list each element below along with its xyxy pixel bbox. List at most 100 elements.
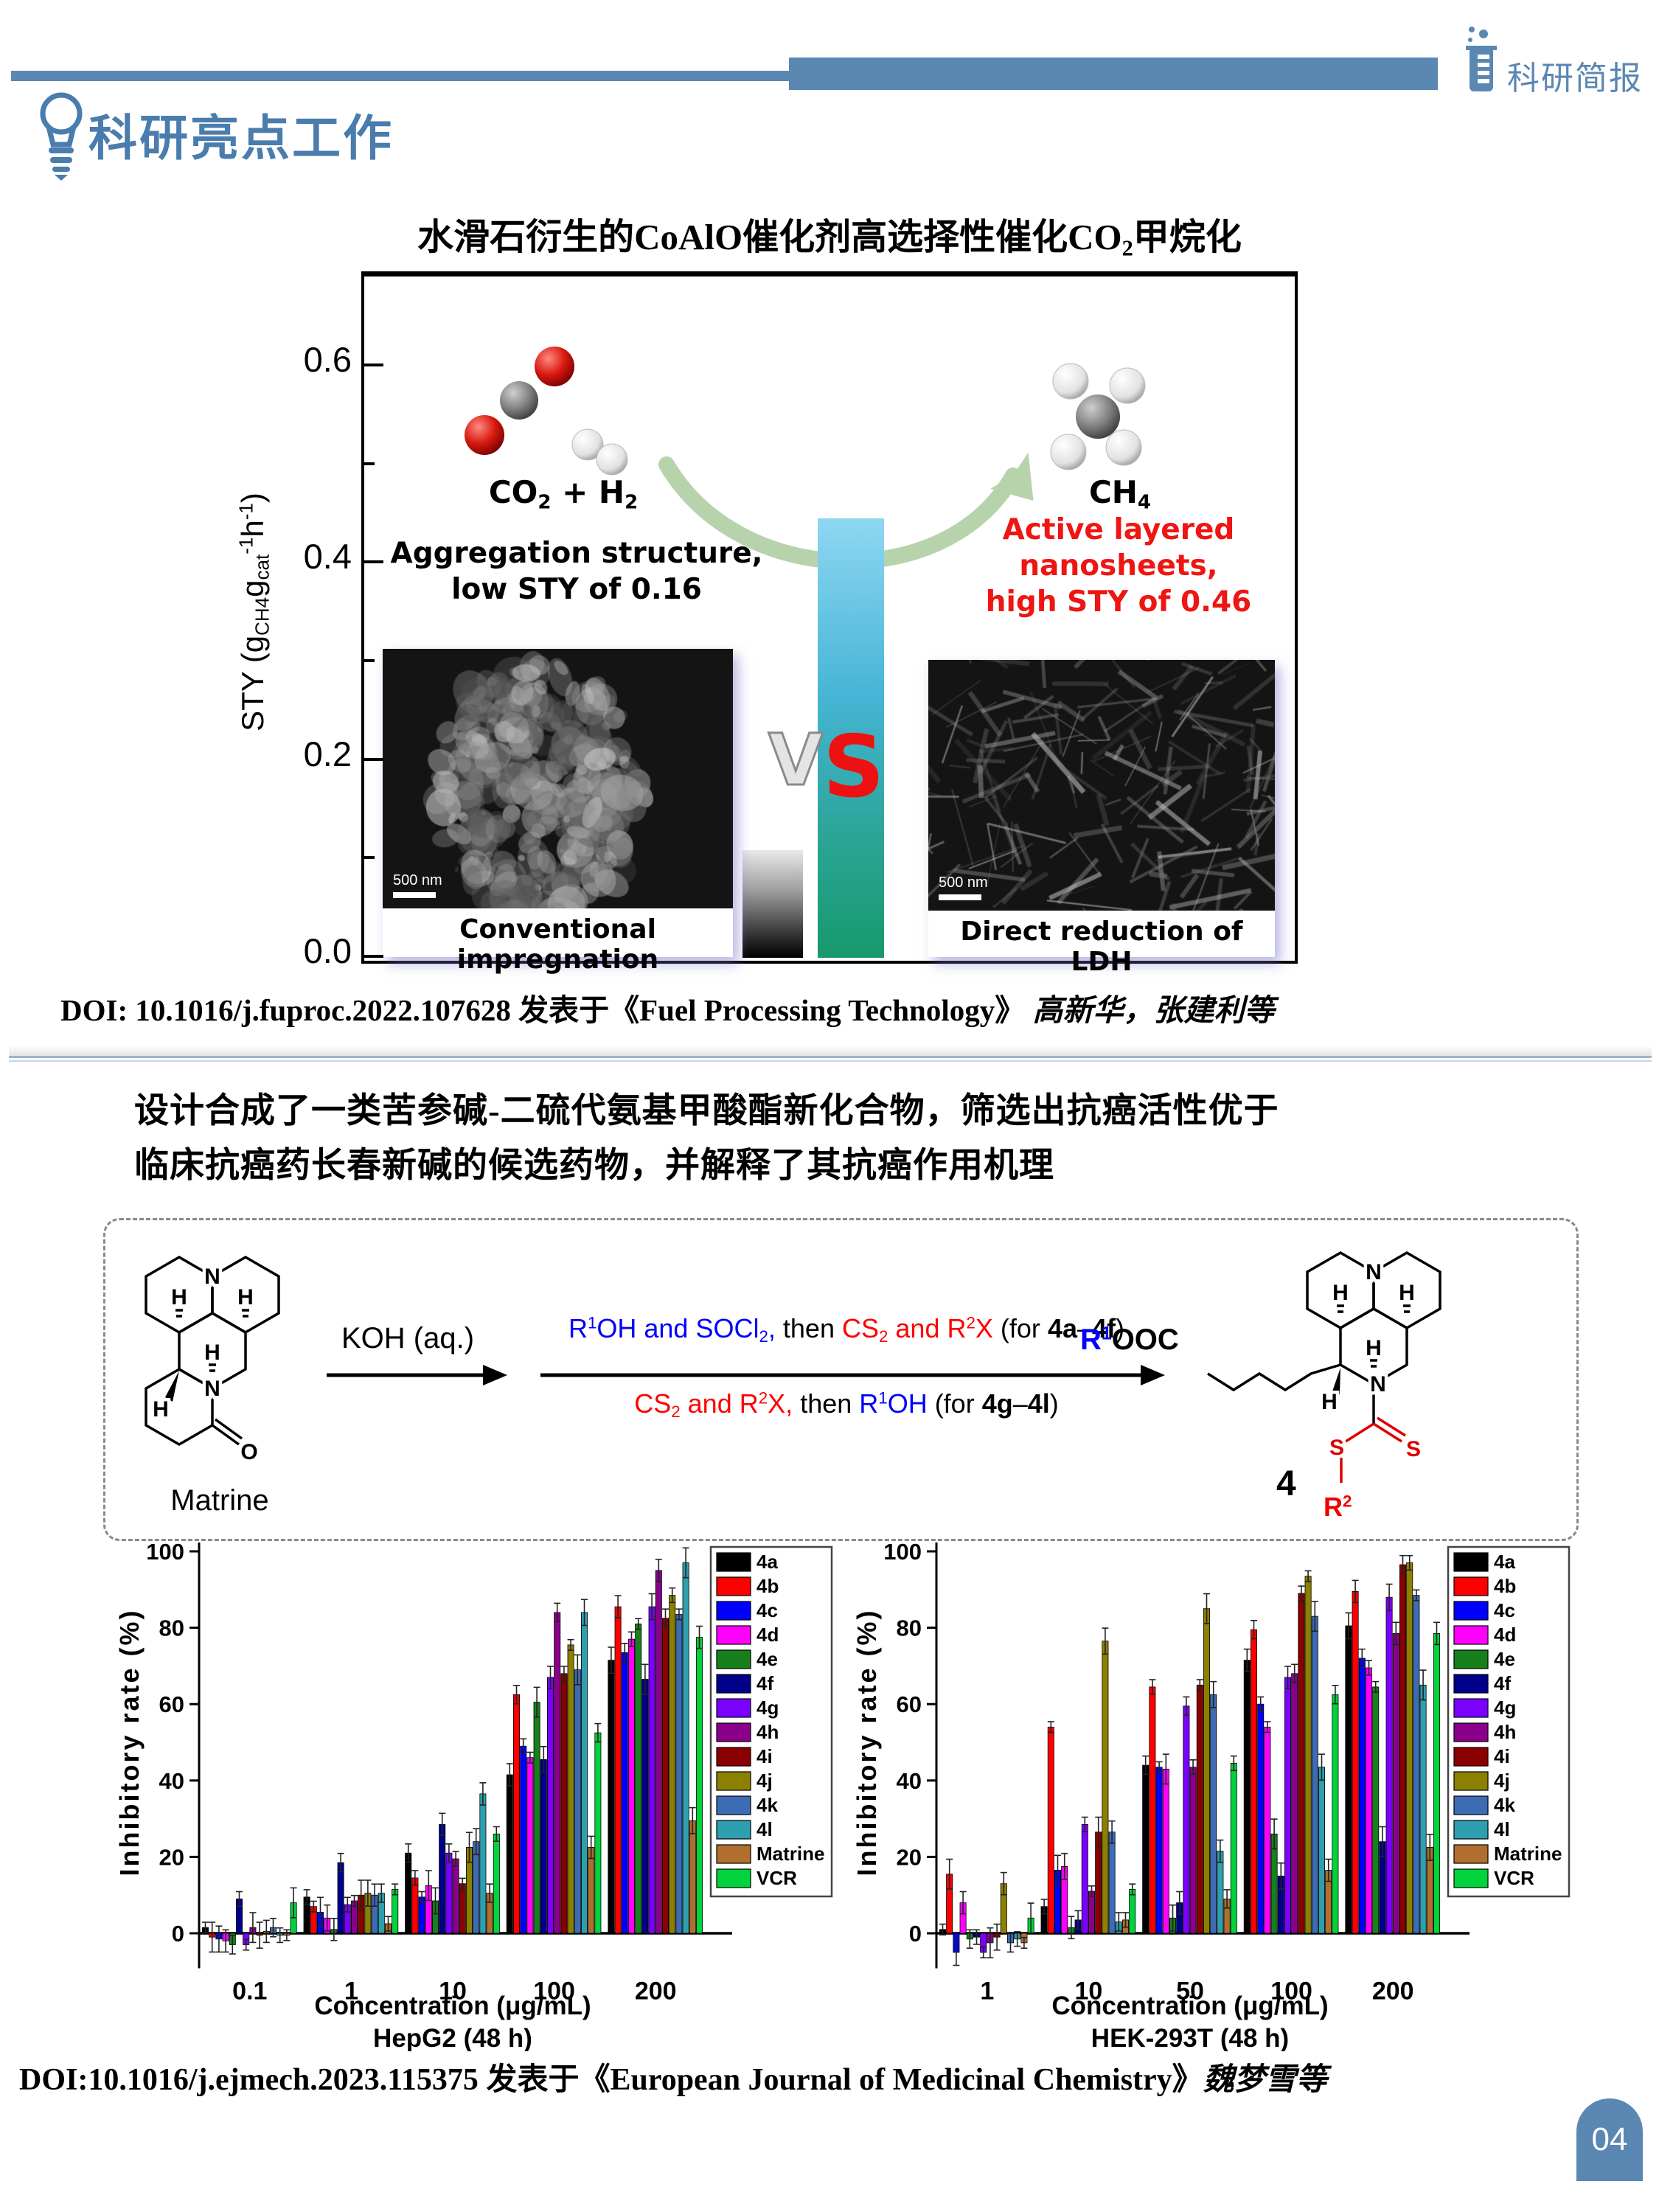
bar-chart: 0 20 40 60 80 100 Inhibitory rate (%) 0.1 1 10 100… — [114, 1539, 833, 2053]
figure1-ytick — [364, 462, 375, 465]
doi-2: DOI:10.1016/j.ejmech.2023.115375 — [19, 2063, 479, 2097]
scalebar-right: 500 nm — [939, 874, 988, 900]
svg-text:4e: 4e — [757, 1648, 778, 1670]
authors-1: 高新华，张建利等 — [1032, 993, 1275, 1027]
product-label: CH4 — [1088, 474, 1152, 514]
caption-conventional: Conventional impregnation — [456, 914, 659, 975]
svg-text:1: 1 — [980, 1977, 994, 2005]
scalebar-left-label: 500 nm — [393, 872, 442, 888]
figure1-plot: CO2 + H2 CH4 Aggregation structure, low S… — [361, 271, 1298, 977]
summary-line-2: 临床抗癌药长春新碱的候选药物，并解释了其抗癌作用机理 — [134, 1147, 1054, 1185]
atom-s2: S — [1329, 1436, 1344, 1460]
sem-image-ldh — [928, 660, 1275, 911]
inhibition-chart-hek293t: 0 20 40 60 80 100 Inhibitory rate (%) 1 10 50 100 2… — [846, 1535, 1573, 2053]
svg-text:80: 80 — [159, 1615, 184, 1641]
svg-text:20: 20 — [897, 1844, 922, 1870]
condition-line-2: CS2 and R2X, then R1OH (for 4g–4l) — [634, 1388, 1059, 1422]
svg-text:4h: 4h — [757, 1721, 779, 1743]
section2-summary: 设计合成了一类苦参碱-二硫代氨基甲酸酯新化合物，筛选出抗癌活性优于 临床抗癌药长… — [134, 1084, 1609, 1193]
svg-text:80: 80 — [897, 1615, 922, 1641]
atom-s1: S — [1406, 1437, 1421, 1461]
figure1-ytick — [364, 659, 375, 663]
doi-line-1: DOI: 10.1016/j.fuproc.2022.107628 发表于《Fu… — [60, 985, 1275, 1029]
figure1-ytick — [364, 364, 383, 367]
svg-text:4c: 4c — [757, 1599, 778, 1621]
svg-text:4g: 4g — [1494, 1697, 1516, 1719]
section-divider — [9, 1046, 1652, 1062]
sem-image-conventional — [383, 649, 733, 908]
header-rule-thick — [789, 58, 1438, 90]
figure1-ytick-label: 0.4 — [303, 537, 352, 577]
atom-h3: H — [1366, 1336, 1382, 1360]
figure1-ytick — [364, 856, 375, 860]
svg-text:200: 200 — [1372, 1977, 1414, 2005]
figure1-ytick-label: 0.6 — [303, 340, 352, 380]
scheme-arrows — [327, 1365, 1165, 1385]
sem-image-right-card: 500 nm Direct reduction of LDH — [928, 660, 1275, 977]
svg-text:100: 100 — [1270, 1977, 1312, 2005]
svg-text:4c: 4c — [1494, 1599, 1515, 1621]
matrine-label: Matrine — [170, 1484, 269, 1517]
svg-text:Inhibitory rate (%): Inhibitory rate (%) — [114, 1608, 145, 1876]
scalebar-left: 500 nm — [393, 872, 442, 898]
page-number-badge: 04 — [1576, 2098, 1643, 2181]
svg-text:4g: 4g — [757, 1697, 779, 1719]
svg-text:40: 40 — [897, 1768, 922, 1794]
svg-text:40: 40 — [159, 1768, 184, 1794]
svg-text:Matrine: Matrine — [1494, 1843, 1562, 1865]
svg-text:4l: 4l — [1494, 1818, 1510, 1840]
lightbulb-icon — [40, 92, 83, 181]
publication-2: 发表于《European Journal of Medicinal Chemis… — [478, 2063, 1203, 2097]
summary-line-1: 设计合成了一类苦参碱-二硫代氨基甲酸酯新化合物，筛选出抗癌活性优于 — [134, 1092, 1279, 1130]
sty-bar-low — [742, 850, 803, 958]
figure1-graphics — [465, 347, 1146, 570]
svg-text:4f: 4f — [757, 1672, 773, 1694]
annotation-low-sty: Aggregation structure, low STY of 0.16 — [390, 537, 763, 606]
atom-n2: N — [1370, 1372, 1386, 1397]
header-rule-thin — [11, 71, 789, 81]
svg-text:0: 0 — [172, 1921, 184, 1947]
svg-text:100: 100 — [533, 1977, 575, 2005]
svg-text:200: 200 — [635, 1977, 677, 2005]
h2-molecule-icon — [571, 428, 628, 476]
doi-line-2: DOI:10.1016/j.ejmech.2023.115375 发表于《Eur… — [19, 2054, 1327, 2099]
r2-substituent-label: R2 — [1324, 1492, 1352, 1522]
section1-title: 水滑石衍生的CoAlO催化剂高选择性催化CO2甲烷化 — [417, 217, 1242, 261]
atom-n2: N — [204, 1377, 220, 1401]
svg-text:4a: 4a — [757, 1551, 778, 1573]
svg-text:4b: 4b — [757, 1575, 779, 1597]
svg-text:4a: 4a — [1494, 1551, 1515, 1573]
svg-text:60: 60 — [159, 1691, 184, 1717]
atom-h2: H — [1399, 1281, 1415, 1305]
figure1-ytick — [364, 757, 383, 761]
svg-text:4j: 4j — [1494, 1770, 1510, 1792]
brand-title: 科研简报 — [1507, 60, 1643, 97]
scalebar-left-bar — [393, 892, 436, 898]
page-title: 科研亮点工作 — [88, 112, 394, 166]
svg-text:100: 100 — [883, 1539, 922, 1565]
condition-line-1: R1OH and SOCl2, then CS2 and R2X (for 4a… — [568, 1313, 1125, 1346]
svg-text:4k: 4k — [1494, 1794, 1515, 1816]
atom-h3: H — [204, 1340, 220, 1365]
svg-text:Inhibitory rate (%): Inhibitory rate (%) — [852, 1608, 882, 1876]
svg-text:HepG2 (48 h): HepG2 (48 h) — [373, 2024, 532, 2051]
atom-h4: H — [153, 1397, 169, 1422]
atom-h4: H — [1321, 1390, 1338, 1414]
svg-text:100: 100 — [146, 1539, 184, 1565]
svg-text:HEK-293T (48 h): HEK-293T (48 h) — [1091, 2024, 1289, 2051]
svg-text:50: 50 — [1176, 1977, 1204, 2005]
doi-1: DOI: 10.1016/j.fuproc.2022.107628 — [60, 993, 511, 1027]
svg-text:10: 10 — [1074, 1977, 1102, 2005]
svg-text:1: 1 — [344, 1977, 358, 2005]
atom-h1: H — [1332, 1281, 1349, 1305]
atom-o: O — [240, 1440, 257, 1464]
sem-image-left-card: 500 nm Conventional impregnation — [383, 649, 733, 975]
beaker-icon — [1466, 27, 1497, 91]
ester-group-label: R1OOC — [1080, 1324, 1179, 1356]
page-number: 04 — [1591, 2121, 1628, 2157]
svg-text:Concentration (μg/mL): Concentration (μg/mL) — [1051, 1992, 1328, 2020]
atom-h1: H — [171, 1285, 187, 1310]
matrine-structure: N H H H N H O — [145, 1255, 280, 1468]
sty-bar-high — [818, 518, 884, 958]
